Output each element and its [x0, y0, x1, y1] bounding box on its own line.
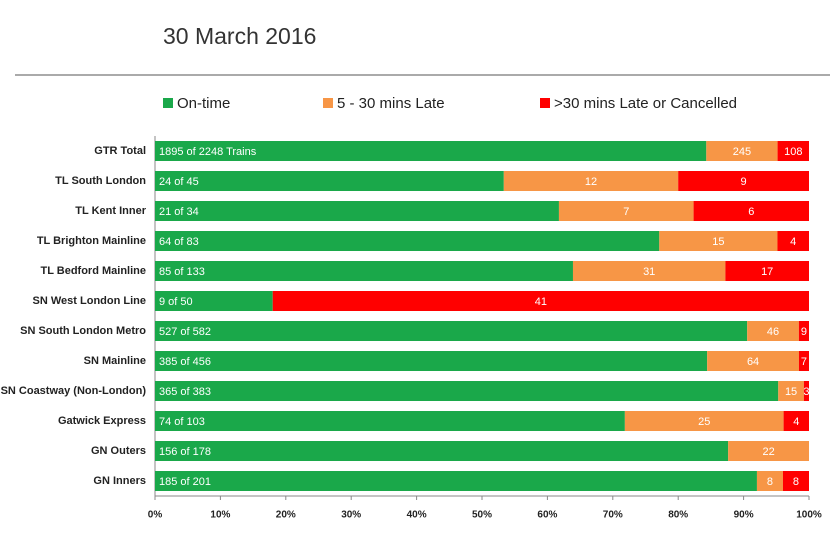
bar-segment: [782, 471, 809, 491]
data-label: 365 of 383: [159, 386, 211, 398]
bar-segment: [624, 411, 784, 431]
bar-segment: [155, 171, 504, 191]
bar-segment: [558, 201, 694, 221]
data-label: 85 of 133: [159, 266, 205, 278]
data-label: 9: [801, 326, 807, 338]
data-label: 385 of 456: [159, 356, 211, 368]
y-tick-label: GTR Total: [94, 145, 146, 157]
bar-segment: [778, 381, 804, 401]
data-label: 9 of 50: [159, 296, 193, 308]
x-tick-label: 80%: [668, 510, 688, 521]
bar-segment: [155, 321, 748, 341]
bar-segment: [728, 441, 809, 461]
data-label: 15: [785, 386, 797, 398]
data-label: 21 of 34: [159, 206, 199, 218]
bar-segment: [503, 171, 679, 191]
bar-segment: [798, 351, 809, 371]
legend-label: >30 mins Late or Cancelled: [554, 95, 737, 112]
legend-swatch: [163, 98, 173, 108]
bar-segment: [706, 141, 778, 161]
x-tick-label: 60%: [537, 510, 557, 521]
data-label: 64: [747, 356, 759, 368]
y-tick-label: SN Coastway (Non-London): [1, 385, 147, 397]
data-label: 6: [748, 206, 754, 218]
bar-segment: [155, 441, 729, 461]
x-tick-label: 40%: [407, 510, 427, 521]
x-tick-label: 10%: [210, 510, 230, 521]
bar-segment: [707, 351, 799, 371]
data-label: 527 of 582: [159, 326, 211, 338]
x-tick-label: 20%: [276, 510, 296, 521]
data-label: 8: [767, 476, 773, 488]
data-label: 7: [623, 206, 629, 218]
bar-segment: [572, 261, 726, 281]
bar-segment: [155, 261, 573, 281]
bar-segment: [756, 471, 783, 491]
bar-segment: [155, 291, 273, 311]
x-tick-label: 70%: [603, 510, 623, 521]
data-label: 74 of 103: [159, 416, 205, 428]
y-tick-label: GN Inners: [93, 475, 146, 487]
data-label: 8: [793, 476, 799, 488]
x-tick-label: 90%: [734, 510, 754, 521]
legend-swatch: [540, 98, 550, 108]
bar-segment: [155, 231, 660, 251]
data-label: 22: [762, 446, 774, 458]
data-label: 156 of 178: [159, 446, 211, 458]
bar-segment: [272, 291, 810, 311]
bar-segment: [155, 201, 559, 221]
data-label: 41: [535, 296, 547, 308]
data-label: 25: [698, 416, 710, 428]
chart-title: 30 March 2016: [163, 23, 316, 49]
data-label: 17: [761, 266, 773, 278]
data-label: 46: [767, 326, 779, 338]
x-tick-label: 50%: [472, 510, 492, 521]
y-tick-label: TL Bedford Mainline: [40, 265, 146, 277]
bar-segment: [777, 231, 809, 251]
data-label: 3: [803, 386, 809, 398]
x-tick-label: 100%: [796, 510, 822, 521]
data-label: 185 of 201: [159, 476, 211, 488]
data-label: 15: [712, 236, 724, 248]
y-tick-label: TL South London: [55, 175, 146, 187]
y-tick-label: Gatwick Express: [58, 415, 146, 427]
legend-label: On-time: [177, 95, 230, 112]
data-label: 12: [585, 176, 597, 188]
legend-label: 5 - 30 mins Late: [337, 95, 445, 112]
x-tick-label: 30%: [341, 510, 361, 521]
data-label: 1895 of 2248 Trains: [159, 146, 257, 158]
bar-segment: [777, 141, 809, 161]
bar-segment: [747, 321, 799, 341]
legend-swatch: [323, 98, 333, 108]
bar-segment: [798, 321, 809, 341]
y-tick-label: SN Mainline: [84, 355, 146, 367]
bar-segment: [783, 411, 809, 431]
bar-segment: [155, 381, 779, 401]
data-label: 31: [643, 266, 655, 278]
bar-segment: [803, 381, 809, 401]
y-tick-label: SN West London Line: [33, 295, 146, 307]
y-tick-label: TL Kent Inner: [75, 205, 146, 217]
y-tick-label: SN South London Metro: [20, 325, 146, 337]
data-label: 108: [784, 146, 802, 158]
data-label: 9: [741, 176, 747, 188]
bar-segment: [155, 351, 708, 371]
bar-segment: [678, 171, 809, 191]
data-label: 245: [733, 146, 751, 158]
y-tick-label: TL Brighton Mainline: [37, 235, 146, 247]
bar-segment: [155, 141, 707, 161]
x-tick-label: 0%: [148, 510, 163, 521]
bar-segment: [155, 471, 757, 491]
bar-segment: [155, 411, 625, 431]
data-label: 4: [790, 236, 796, 248]
data-label: 64 of 83: [159, 236, 199, 248]
y-tick-label: GN Outers: [91, 445, 146, 457]
bar-segment: [693, 201, 809, 221]
data-label: 7: [801, 356, 807, 368]
data-label: 24 of 45: [159, 176, 199, 188]
bar-segment: [725, 261, 809, 281]
data-label: 4: [793, 416, 799, 428]
bar-segment: [659, 231, 778, 251]
